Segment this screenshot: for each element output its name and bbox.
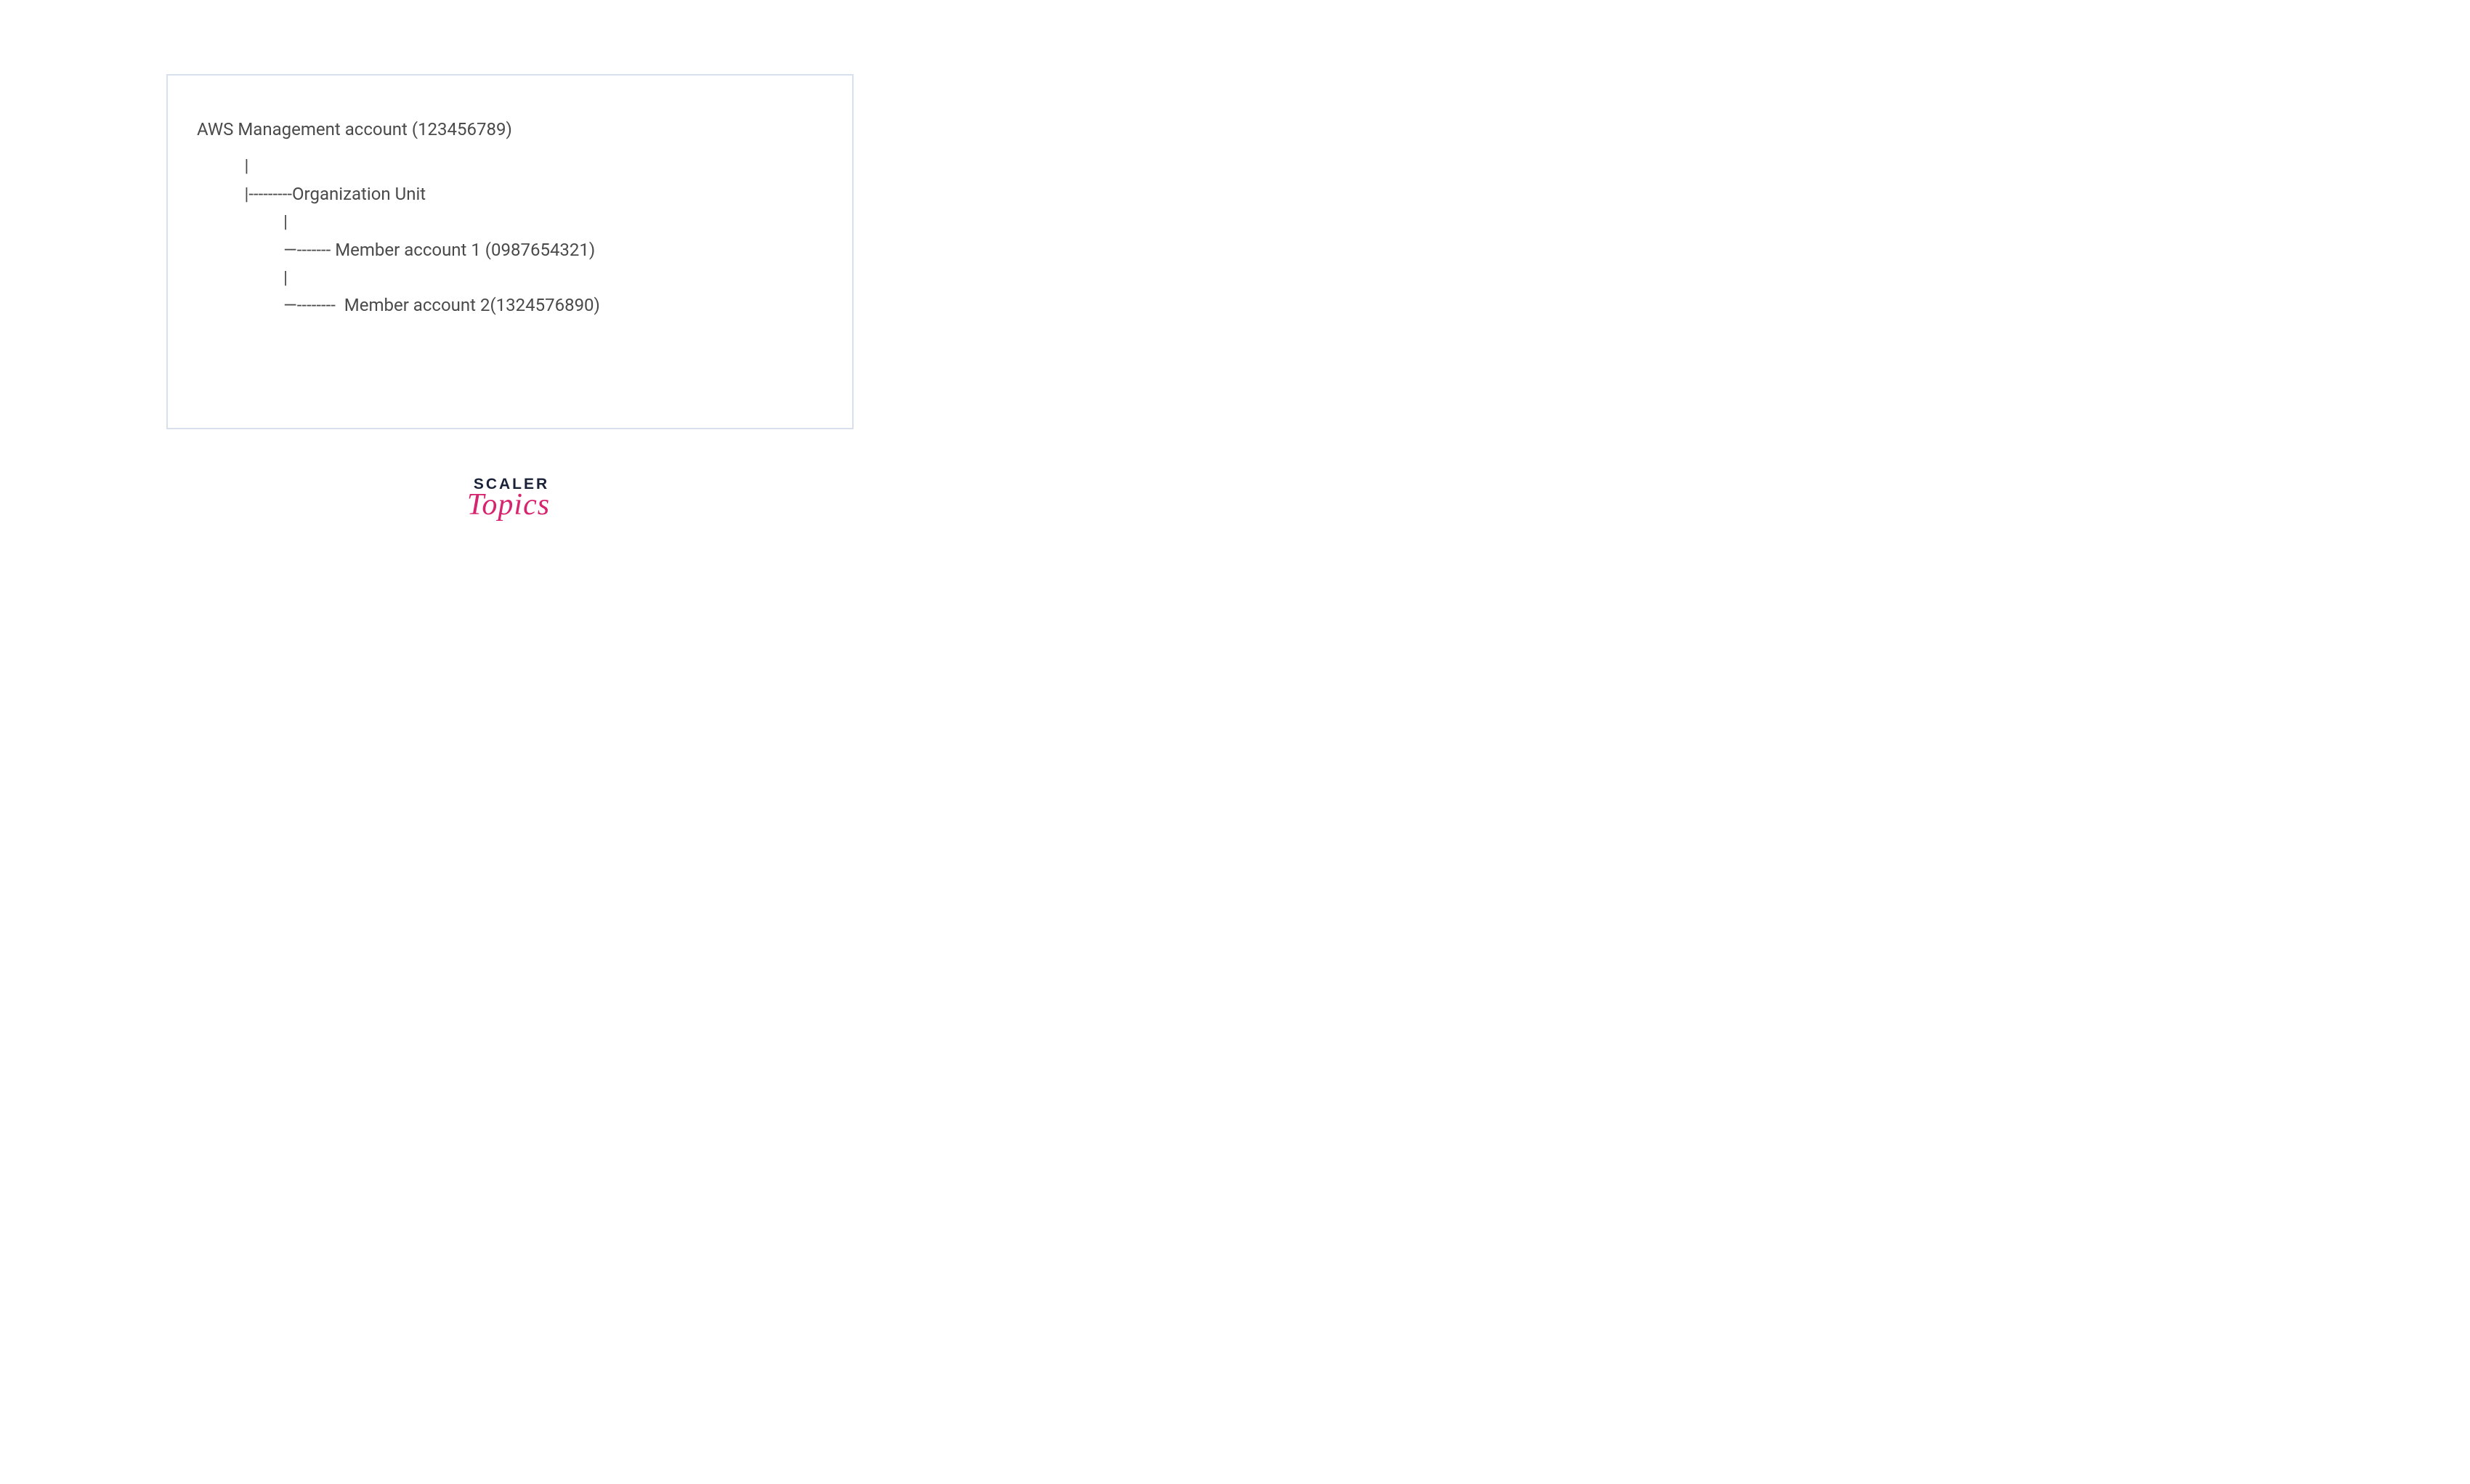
member1-label: Member account 1 (0987654321) <box>331 240 595 260</box>
vertical-connector-1: | <box>197 152 823 179</box>
ou-prefix: |--------- <box>197 184 292 204</box>
member1-node-row: —------- Member account 1 (0987654321) <box>197 236 823 264</box>
brand-logo: SCALER Topics <box>461 476 556 522</box>
vertical-connector-3: | <box>197 264 823 291</box>
member1-prefix: —------- <box>197 240 331 260</box>
root-node: AWS Management account (123456789) <box>197 115 823 143</box>
ou-node-row: |---------Organization Unit <box>197 180 823 208</box>
member2-prefix: —-------- <box>197 295 336 315</box>
member2-node-row: —-------- Member account 2(1324576890) <box>197 291 823 319</box>
logo-topics-text: Topics <box>461 487 556 522</box>
tree-diagram-container: AWS Management account (123456789) | |--… <box>166 74 854 429</box>
ou-label: Organization Unit <box>292 184 426 204</box>
member2-label: Member account 2(1324576890) <box>336 295 600 315</box>
vertical-connector-2: | <box>197 208 823 235</box>
